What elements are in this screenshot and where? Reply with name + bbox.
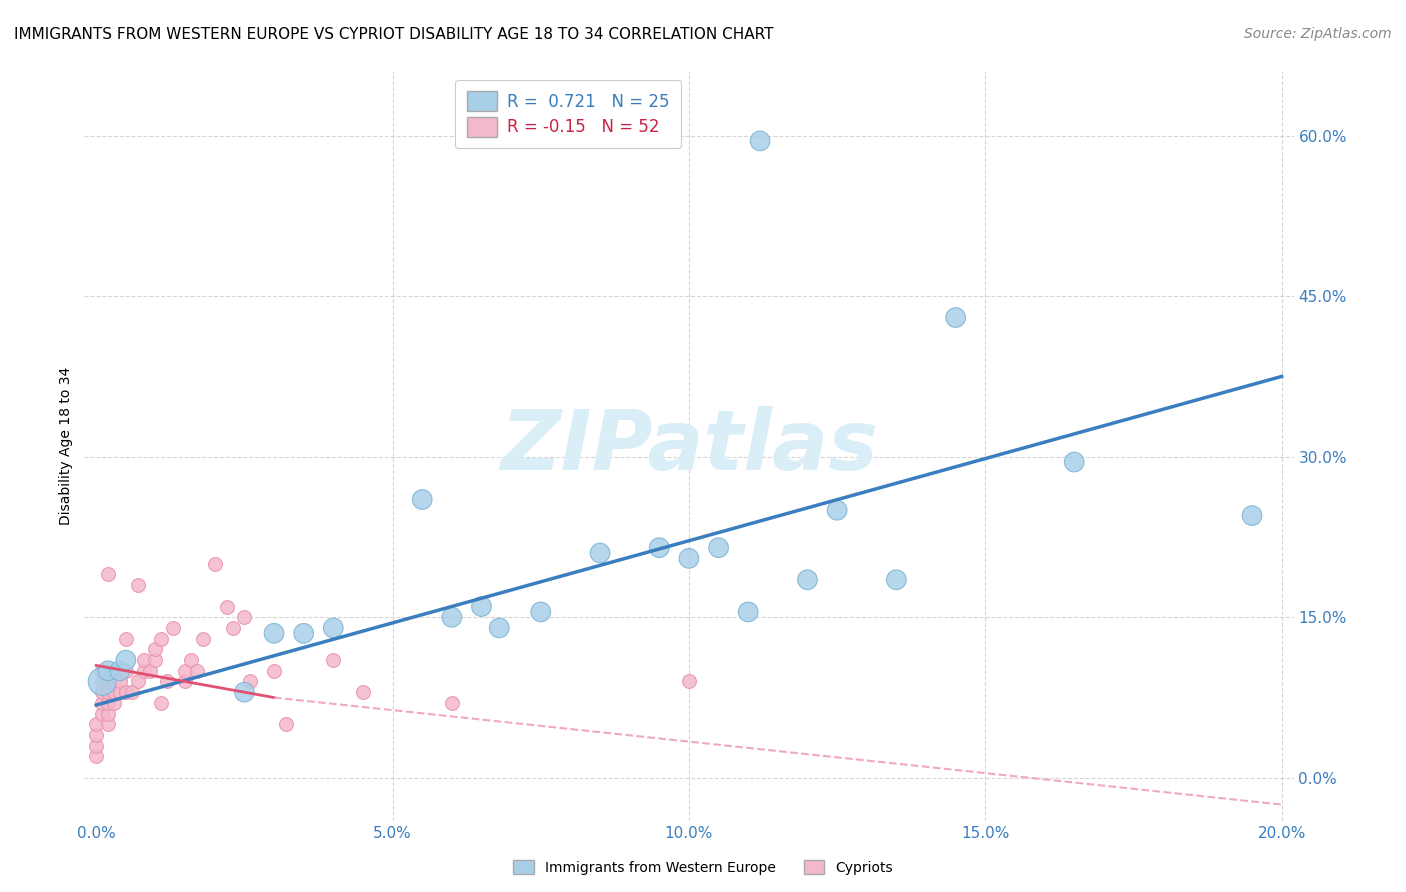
Point bbox=[737, 605, 759, 619]
Point bbox=[115, 685, 138, 699]
Point bbox=[589, 546, 612, 560]
Point bbox=[103, 664, 125, 678]
Point bbox=[215, 599, 238, 614]
Point bbox=[749, 134, 772, 148]
Point bbox=[530, 605, 553, 619]
Point bbox=[115, 664, 138, 678]
Point bbox=[97, 567, 120, 582]
Point bbox=[103, 696, 125, 710]
Point bbox=[91, 674, 114, 689]
Point bbox=[322, 653, 344, 667]
Point bbox=[274, 717, 297, 731]
Point bbox=[138, 664, 160, 678]
Point bbox=[440, 610, 463, 624]
Point bbox=[84, 749, 107, 764]
Point bbox=[108, 685, 131, 699]
Point bbox=[108, 674, 131, 689]
Point bbox=[186, 664, 208, 678]
Point bbox=[97, 717, 120, 731]
Point bbox=[162, 621, 184, 635]
Point bbox=[886, 573, 908, 587]
Point bbox=[103, 674, 125, 689]
Point bbox=[132, 664, 155, 678]
Point bbox=[292, 626, 315, 640]
Point bbox=[180, 653, 202, 667]
Point bbox=[191, 632, 214, 646]
Text: ZIPatlas: ZIPatlas bbox=[501, 406, 877, 486]
Point bbox=[91, 674, 114, 689]
Point bbox=[263, 626, 285, 640]
Point bbox=[115, 632, 138, 646]
Point bbox=[84, 728, 107, 742]
Point bbox=[233, 685, 256, 699]
Point bbox=[91, 685, 114, 699]
Point bbox=[221, 621, 243, 635]
Point bbox=[91, 664, 114, 678]
Point bbox=[103, 685, 125, 699]
Point bbox=[440, 696, 463, 710]
Point bbox=[97, 664, 120, 678]
Point bbox=[233, 610, 256, 624]
Point bbox=[145, 653, 167, 667]
Point bbox=[263, 664, 285, 678]
Point bbox=[97, 706, 120, 721]
Point bbox=[150, 696, 173, 710]
Text: IMMIGRANTS FROM WESTERN EUROPE VS CYPRIOT DISABILITY AGE 18 TO 34 CORRELATION CH: IMMIGRANTS FROM WESTERN EUROPE VS CYPRIO… bbox=[14, 27, 773, 42]
Point bbox=[411, 492, 433, 507]
Point bbox=[1063, 455, 1085, 469]
Y-axis label: Disability Age 18 to 34: Disability Age 18 to 34 bbox=[59, 367, 73, 525]
Point bbox=[97, 674, 120, 689]
Point bbox=[132, 653, 155, 667]
Point bbox=[91, 706, 114, 721]
Point bbox=[707, 541, 730, 555]
Point bbox=[127, 578, 149, 592]
Point bbox=[239, 674, 262, 689]
Legend: Immigrants from Western Europe, Cypriots: Immigrants from Western Europe, Cypriots bbox=[508, 855, 898, 880]
Point bbox=[91, 696, 114, 710]
Point bbox=[108, 664, 131, 678]
Point bbox=[150, 632, 173, 646]
Point bbox=[825, 503, 848, 517]
Point bbox=[127, 674, 149, 689]
Legend: R =  0.721   N = 25, R = -0.15   N = 52: R = 0.721 N = 25, R = -0.15 N = 52 bbox=[456, 79, 682, 148]
Point bbox=[945, 310, 967, 325]
Point bbox=[145, 642, 167, 657]
Point bbox=[796, 573, 818, 587]
Point bbox=[84, 717, 107, 731]
Text: Source: ZipAtlas.com: Source: ZipAtlas.com bbox=[1244, 27, 1392, 41]
Point bbox=[174, 664, 197, 678]
Point bbox=[470, 599, 492, 614]
Point bbox=[115, 653, 138, 667]
Point bbox=[678, 551, 700, 566]
Point bbox=[97, 685, 120, 699]
Point bbox=[1240, 508, 1263, 523]
Point bbox=[678, 674, 700, 689]
Point bbox=[322, 621, 344, 635]
Point bbox=[84, 739, 107, 753]
Point bbox=[488, 621, 510, 635]
Point bbox=[156, 674, 179, 689]
Point bbox=[204, 557, 226, 571]
Point bbox=[174, 674, 197, 689]
Point bbox=[97, 696, 120, 710]
Point bbox=[352, 685, 374, 699]
Point bbox=[121, 685, 143, 699]
Point bbox=[648, 541, 671, 555]
